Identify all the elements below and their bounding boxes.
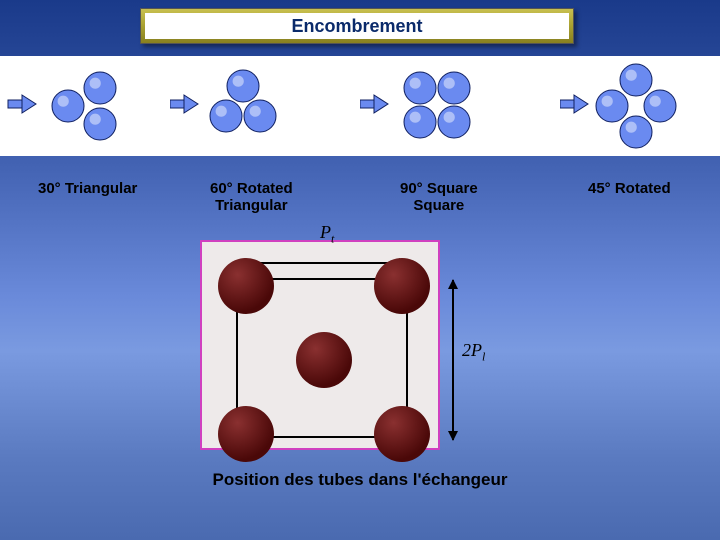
layout-tri30 (0, 56, 170, 156)
flow-arrow-icon (360, 95, 388, 113)
tube-circle (438, 72, 470, 104)
pitch-tube-dot (296, 332, 352, 388)
layout-svg (0, 56, 170, 156)
pitch-diagram (200, 240, 440, 450)
pitch-tube-dot (218, 406, 274, 462)
tube-circle (620, 116, 652, 148)
pt-sub: t (331, 232, 334, 246)
tube-circle (644, 90, 676, 122)
pitch-tube-dot (374, 406, 430, 462)
layout-tri60 (170, 56, 340, 156)
tube-circle (438, 106, 470, 138)
layout-sq45 (560, 56, 720, 156)
bottom-caption: Position des tubes dans l'échangeur (0, 470, 720, 490)
pitch-tube-dot (218, 258, 274, 314)
title-inner: Encombrement (145, 13, 569, 39)
caption-sq45: 45° Rotated (588, 180, 671, 197)
layout-svg (560, 56, 720, 156)
tube-circle (244, 100, 276, 132)
layout-svg (360, 56, 540, 156)
layout-sq90 (360, 56, 540, 156)
layouts-strip (0, 56, 720, 156)
tube-circle (84, 72, 116, 104)
pl-letter: P (471, 340, 482, 360)
tube-circle (52, 90, 84, 122)
tube-circle (227, 70, 259, 102)
pl-sub: l (482, 350, 485, 364)
page-title: Encombrement (291, 16, 422, 37)
tube-circle (596, 90, 628, 122)
flow-arrow-icon (170, 95, 198, 113)
pl-arrow-vertical (452, 280, 454, 440)
pl-prefix: 2 (462, 340, 471, 360)
caption-tri30: 30° Triangular (38, 180, 137, 197)
pt-letter: P (320, 222, 331, 242)
tube-circle (404, 72, 436, 104)
pl-label-right: 2Pl (462, 340, 485, 365)
tube-circle (404, 106, 436, 138)
tube-circle (620, 64, 652, 96)
caption-tri60: 60° Rotated Triangular (210, 180, 293, 215)
pitch-tube-dot (374, 258, 430, 314)
tube-circle (84, 108, 116, 140)
pitch-inner-box (236, 278, 408, 438)
caption-sq90: 90° Square Square (400, 180, 478, 215)
pt-label-top: Pt (320, 222, 334, 247)
flow-arrow-icon (560, 95, 588, 113)
title-banner: Encombrement (140, 8, 574, 44)
flow-arrow-icon (8, 95, 36, 113)
layout-svg (170, 56, 340, 156)
tube-circle (210, 100, 242, 132)
